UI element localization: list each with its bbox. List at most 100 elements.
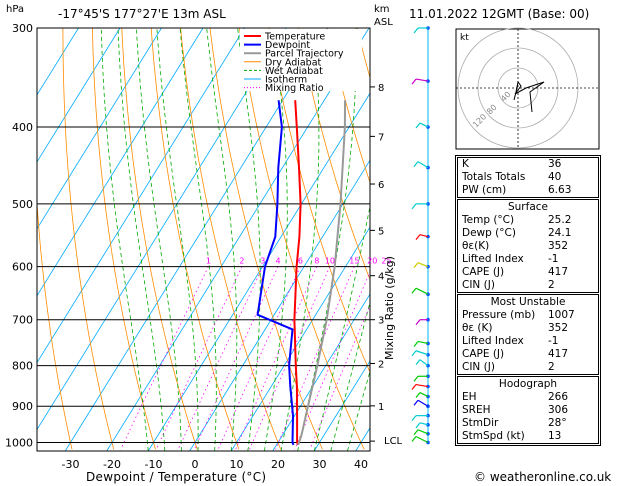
legend-entry: Isotherm — [265, 75, 307, 86]
location-title: -17°45'S 177°27'E 13m ASL — [58, 7, 226, 21]
hodograph-title: Hodograph — [498, 378, 558, 390]
dry-adiabat-line — [62, 28, 115, 450]
wind-barb — [419, 234, 429, 238]
mixing-ratio-line — [309, 304, 370, 450]
isotherm-line — [37, 28, 204, 297]
legend-entry: Dewpoint — [265, 40, 310, 51]
mixing-ratio-tick-label: 1 — [206, 257, 211, 266]
wind-barb-feather — [415, 392, 421, 398]
wind-barb — [417, 429, 429, 435]
x-tick-label: 0 — [192, 458, 199, 471]
km-tick-label: 7 — [378, 132, 384, 143]
surface-row: Temp (°C) 25.2 — [462, 214, 572, 226]
hodograph-block: Hodograph EH 266 SREH 306 StmDir 28° StmSpd… — [457, 376, 599, 444]
date-title: 11.01.2022 12GMT (Base: 00) — [409, 7, 590, 21]
most-unstable-block: Most Unstable Pressure (mb) 1007 θε (K) 35… — [457, 294, 599, 375]
wind-barb — [419, 422, 429, 426]
most-unstable-row: CIN (J) 2 — [462, 361, 555, 373]
y-tick-label: 700 — [12, 314, 33, 327]
isotherm-line — [189, 159, 370, 451]
mixing-ratio-line — [217, 266, 301, 450]
km-tick-label: 1 — [378, 402, 384, 413]
wind-barb — [419, 391, 429, 398]
wind-barb-feather — [411, 78, 417, 85]
wind-barb-feather — [413, 262, 419, 269]
wind-barb-feather — [415, 359, 421, 366]
wet-adiabat-line — [313, 204, 370, 451]
y-tick-label: 500 — [12, 198, 33, 211]
wind-barb — [417, 340, 429, 345]
isotherm-line — [313, 360, 370, 451]
km-tick-label: 5 — [378, 226, 384, 237]
hodograph-frame — [455, 28, 600, 150]
wet-adiabat-line — [117, 28, 166, 451]
km-tick-label: 4 — [378, 272, 384, 283]
km-tick-label: 3 — [378, 316, 384, 327]
pressure-unit-label: hPa — [6, 4, 25, 15]
credit-text: © weatheronline.co.uk — [474, 470, 612, 484]
wind-barb — [415, 78, 429, 82]
isotherm-line — [147, 92, 370, 451]
surface-row: CIN (J) 2 — [462, 279, 555, 291]
x-tick-label: 40 — [354, 458, 368, 471]
dry-adiabat-line — [150, 28, 240, 450]
y-tick-label: 1000 — [5, 436, 33, 449]
wet-adiabat-line — [156, 28, 199, 451]
wind-barb — [415, 383, 429, 388]
dry-adiabat-line — [268, 28, 370, 374]
hodograph-row: StmSpd (kt) 13 — [462, 430, 562, 442]
wind-barb-feather — [411, 384, 417, 390]
mixing-ratio-tick-label: 25 — [381, 257, 391, 266]
wind-barb-feather — [415, 319, 421, 326]
asl-label: ASL — [374, 17, 393, 28]
lcl-label: LCL — [384, 436, 403, 447]
wind-barb-feather — [415, 422, 421, 429]
dry-adiabat-line — [297, 28, 370, 281]
legend-entry: Mixing Ratio — [265, 83, 324, 94]
wind-barb-feather — [411, 287, 417, 294]
wind-barb-feather — [413, 341, 419, 347]
isotherm-line — [37, 28, 79, 96]
series-temperature — [293, 100, 302, 446]
isotherm-line — [37, 28, 38, 29]
wind-barb — [415, 350, 429, 356]
surface-row: CAPE (J) 417 — [462, 266, 569, 278]
most-unstable-title: Most Unstable — [490, 296, 566, 308]
wind-barb — [415, 435, 429, 444]
wet-adiabat-line — [136, 28, 182, 451]
wind-barb-feather — [411, 350, 417, 357]
dry-adiabat-line — [37, 198, 73, 450]
wind-barb-feather — [413, 375, 419, 382]
x-tick-label: 20 — [271, 458, 285, 471]
y-tick-label: 300 — [12, 22, 33, 35]
isotherm-line — [37, 28, 287, 431]
x-tick-label: 30 — [313, 458, 327, 471]
y-tick-label: 800 — [12, 360, 33, 373]
hodograph-row: EH 266 — [462, 391, 569, 403]
mixing-ratio-axis-label: Mixing Ratio (g/kg) — [383, 256, 396, 360]
wind-barb — [419, 359, 429, 367]
most-unstable-row: CAPE (J) 417 — [462, 348, 569, 360]
series-dewpoint — [256, 100, 295, 446]
km-label: km — [374, 4, 390, 15]
surface-title: Surface — [507, 201, 548, 213]
surface-block: Surface Temp (°C) 25.2 Dewp (°C) 24.1 θε(K… — [457, 199, 599, 293]
series-parcel-trajectory — [297, 100, 346, 446]
hodograph-trace — [513, 80, 545, 113]
legend-entry: Temperature — [264, 32, 325, 43]
wet-adiabat-line — [179, 28, 217, 451]
mixing-ratio-line — [294, 270, 370, 450]
mixing-ratio-line — [194, 266, 279, 450]
indices-block: K 36 Totals Totals 40 PW (cm) 6.63 — [457, 157, 599, 198]
wind-barb — [417, 161, 429, 169]
wind-barb — [417, 399, 429, 407]
plot-frame — [36, 27, 371, 452]
barb-point — [426, 423, 430, 427]
mixing-ratio-tick-label: 8 — [314, 257, 319, 266]
wind-barb-feather — [411, 436, 417, 442]
most-unstable-row: Lifted Index -1 — [462, 335, 559, 347]
isotherm-line — [37, 28, 245, 364]
wet-adiabat-line — [237, 28, 261, 451]
hodograph-row: StmDir 28° — [462, 417, 567, 429]
